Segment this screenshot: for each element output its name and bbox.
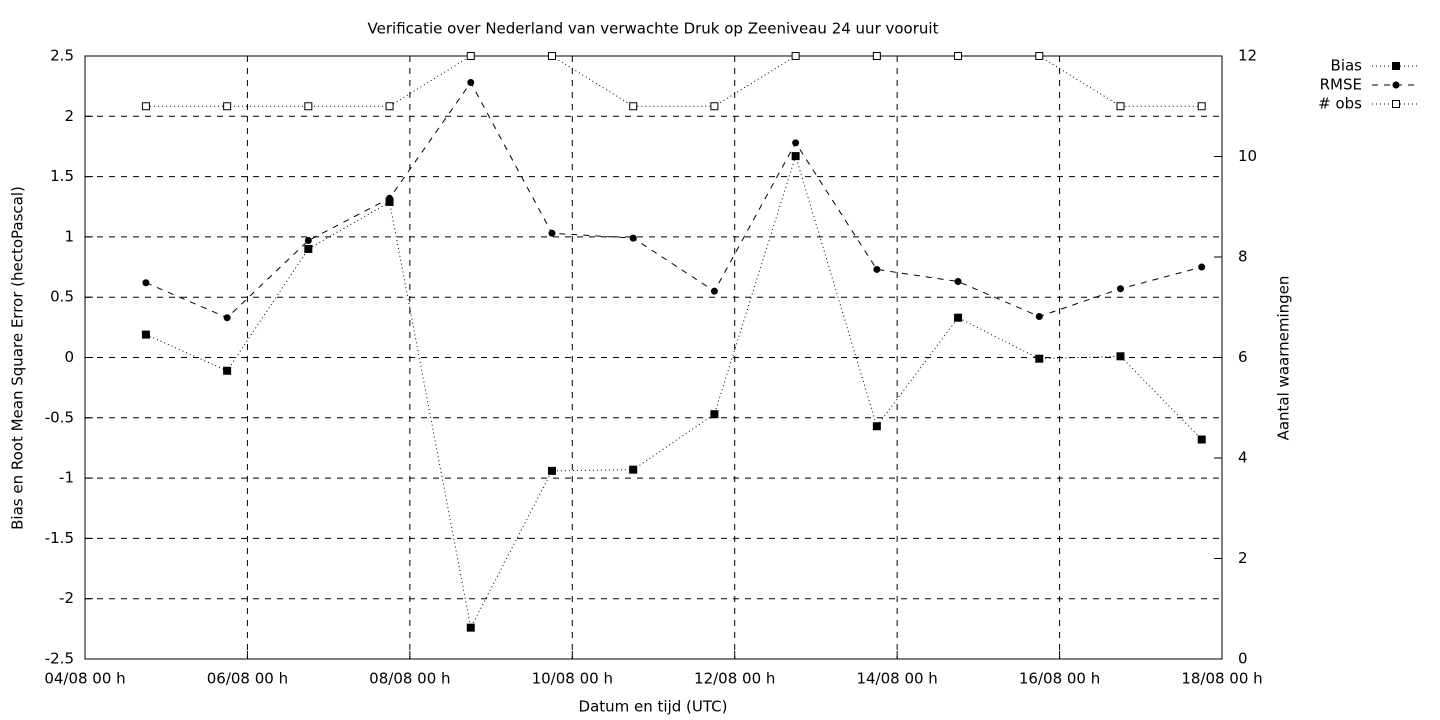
y-tick-label: 2.5 — [50, 47, 74, 65]
legend-label: RMSE — [1320, 76, 1362, 94]
point — [141, 330, 150, 339]
y2-tick-label: 2 — [1238, 549, 1248, 567]
y2-tick-label: 12 — [1238, 47, 1257, 65]
point — [386, 194, 394, 202]
y-axis-label: Bias en Root Mean Square Error (hectoPas… — [9, 186, 27, 530]
point — [873, 265, 881, 273]
point — [629, 465, 638, 474]
y-tick-label: -2.5 — [45, 650, 74, 668]
point — [304, 237, 312, 245]
legend-label: Bias — [1331, 57, 1363, 75]
point — [954, 278, 962, 286]
y2-tick-label: 4 — [1238, 449, 1248, 467]
y2-tick-label: 10 — [1238, 147, 1257, 165]
point — [710, 410, 719, 419]
point — [710, 102, 719, 111]
x-tick-label: 16/08 00 h — [1019, 670, 1100, 688]
point — [466, 623, 475, 632]
x-tick-label: 10/08 00 h — [532, 670, 613, 688]
y-tick-label: -1.5 — [45, 529, 74, 547]
x-tick-label: 06/08 00 h — [207, 670, 288, 688]
point — [1116, 352, 1125, 361]
y-tick-label: -1 — [59, 469, 74, 487]
series-line — [145, 81, 1202, 319]
point — [1116, 102, 1125, 111]
point — [141, 102, 150, 111]
y2-axis-label: Aantal waarnemingen — [1275, 276, 1293, 441]
point — [142, 279, 150, 287]
point — [629, 234, 637, 242]
y-tick-label: 0 — [64, 348, 74, 366]
point — [1035, 52, 1044, 60]
point — [954, 52, 963, 60]
point — [710, 287, 718, 295]
x-tick-label: 08/08 00 h — [369, 670, 450, 688]
point — [547, 52, 556, 60]
point — [792, 139, 800, 147]
x-axis-label: Datum en tijd (UTC) — [579, 698, 728, 716]
y2-tick-label: 8 — [1238, 248, 1248, 266]
point — [223, 102, 232, 111]
point — [629, 102, 638, 111]
legend-marker — [1392, 100, 1400, 108]
point — [1197, 102, 1206, 111]
x-tick-label: 04/08 00 h — [44, 670, 125, 688]
legend-marker — [1392, 62, 1400, 70]
point — [791, 52, 800, 60]
point — [872, 422, 881, 431]
x-tick-label: 14/08 00 h — [856, 670, 937, 688]
point — [1035, 312, 1043, 320]
x-tick-label: 18/08 00 h — [1181, 670, 1262, 688]
point — [467, 79, 475, 87]
point — [1116, 285, 1124, 293]
y-tick-label: 1.5 — [50, 167, 74, 185]
point — [1198, 263, 1206, 271]
y-tick-label: 2 — [64, 107, 74, 125]
point — [223, 314, 231, 322]
chart-title: Verificatie over Nederland van verwachte… — [368, 20, 939, 38]
point — [304, 244, 313, 253]
point — [466, 52, 475, 60]
y-tick-label: -0.5 — [45, 408, 74, 426]
point — [1197, 435, 1206, 444]
point — [791, 152, 800, 161]
point — [954, 313, 963, 322]
point — [223, 366, 232, 375]
point — [872, 52, 881, 60]
point — [385, 102, 394, 111]
y-tick-label: -2 — [59, 589, 74, 607]
legend-label: # obs — [1318, 95, 1362, 113]
y-tick-label: 1 — [64, 227, 74, 245]
point — [548, 229, 556, 237]
point — [547, 466, 556, 475]
x-tick-label: 12/08 00 h — [694, 670, 775, 688]
point — [1035, 354, 1044, 363]
series-line — [145, 154, 1203, 630]
series-line — [145, 55, 1202, 107]
y2-tick-label: 0 — [1238, 650, 1248, 668]
y-tick-label: 0.5 — [50, 288, 74, 306]
legend-marker — [1392, 81, 1400, 89]
y2-tick-label: 6 — [1238, 348, 1248, 366]
point — [304, 102, 313, 111]
